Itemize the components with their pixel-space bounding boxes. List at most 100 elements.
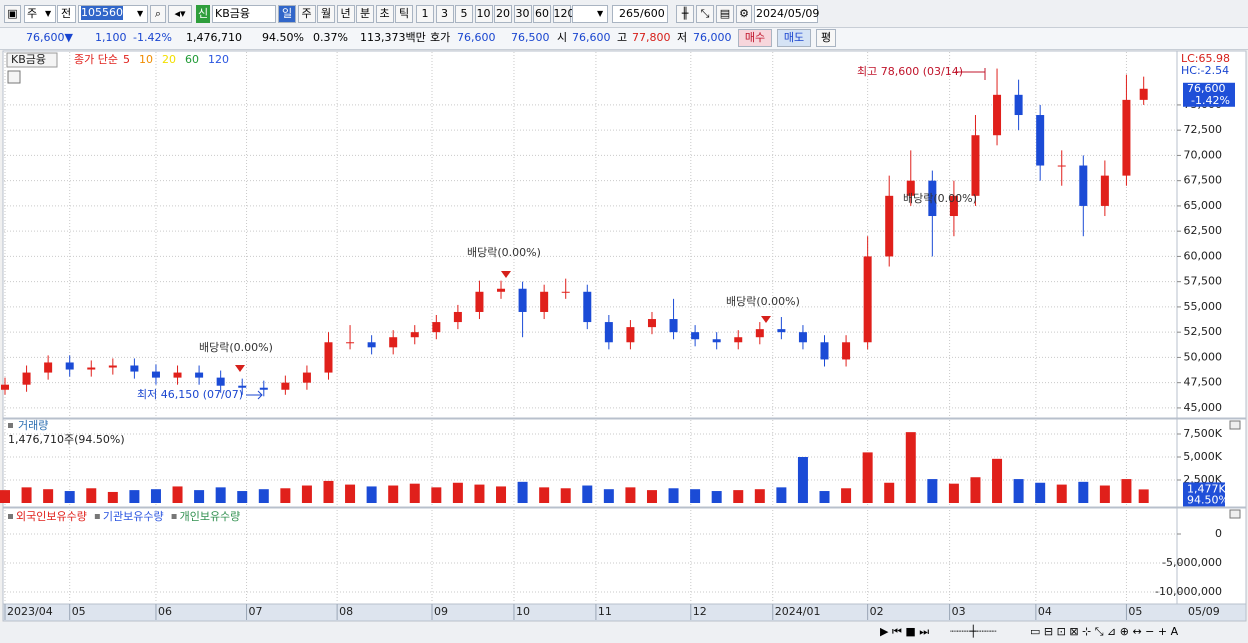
candle-body — [130, 365, 139, 372]
name-input[interactable]: KB금융 — [212, 5, 276, 23]
x-tick-label: 10 — [516, 605, 530, 618]
zoom-slider[interactable]: ┈┈┈┼┈┈┈ — [950, 624, 997, 638]
volume-bar — [107, 491, 118, 503]
candle-body — [281, 382, 290, 390]
period-button[interactable]: 10 — [474, 5, 493, 23]
y-tick-label: 45,000 — [1184, 401, 1223, 414]
x-tick-label: 07 — [249, 605, 263, 618]
volume-bar — [43, 489, 54, 503]
market: 주 — [27, 7, 38, 20]
period-button[interactable]: 3 — [435, 5, 454, 23]
count-box[interactable]: 265/600 — [612, 5, 668, 23]
candle-body — [820, 342, 829, 360]
volume-bar — [1056, 484, 1067, 503]
legend-entry: 10 — [139, 53, 153, 66]
volume-bar — [776, 487, 787, 503]
arrow — [235, 365, 245, 372]
legend-entry: 20 — [162, 53, 176, 66]
sell-button[interactable]: 매도 — [777, 29, 811, 47]
buy-button[interactable]: 매수 — [738, 29, 772, 47]
volume-tag-ratio: 94.50% — [1187, 493, 1229, 506]
open-label: 시 — [557, 31, 568, 44]
volume-bar — [1035, 482, 1046, 503]
eval-button[interactable]: 평 — [816, 29, 836, 47]
view-icons[interactable]: ▭ ⊟ ⊡ ⊠ ⊹ ⤡ ⊿ ⊕ ↔ − + A — [1030, 625, 1179, 638]
x-tick-label: 04 — [1038, 605, 1052, 618]
grid-icon[interactable] — [7, 70, 21, 84]
volume-bar — [625, 487, 636, 503]
sound-icon[interactable]: ◂▾ — [168, 5, 192, 23]
volume-bar — [905, 432, 916, 503]
code-input[interactable]: 105560 ▼ — [78, 5, 148, 23]
legend-marker — [171, 514, 177, 519]
candle-body — [647, 319, 656, 328]
period-button[interactable]: 분 — [356, 5, 374, 23]
period-button[interactable]: 30 — [513, 5, 532, 23]
period-button[interactable]: 틱 — [395, 5, 413, 23]
candle-body — [108, 365, 117, 368]
dropdown: ▼ — [597, 9, 604, 18]
legend-box — [6, 52, 58, 68]
period-button[interactable]: 20 — [494, 5, 512, 23]
volume-bar — [711, 491, 722, 503]
candle-body — [712, 339, 721, 343]
pane-close[interactable] — [1229, 509, 1241, 519]
period-button[interactable]: 60 — [533, 5, 551, 23]
candle-body — [928, 180, 937, 217]
annotation: 최저 46,150 (07/07) — [137, 388, 243, 401]
candle-body — [367, 342, 376, 348]
x-tick-label: 09 — [434, 605, 448, 618]
candle-body — [475, 291, 484, 312]
lc-label: LC:65.98 — [1181, 52, 1230, 65]
candle-body — [863, 256, 872, 343]
code: 105560 — [81, 6, 123, 20]
menu-icon[interactable]: ▣ — [4, 5, 21, 23]
y-tick-label: 7,500K — [1183, 427, 1222, 440]
period-button[interactable]: 5 — [455, 5, 473, 23]
period-button[interactable]: 월 — [317, 5, 335, 23]
y-tick-label: 5,000K — [1183, 450, 1222, 463]
count: 265 — [619, 7, 640, 20]
volume-bar — [129, 490, 140, 503]
x-tick-label: 06 — [158, 605, 172, 618]
legend-entry: 60 — [185, 53, 199, 66]
candle-body — [798, 332, 807, 343]
scope-box[interactable]: 전 — [57, 5, 76, 23]
turnover: 0.37% — [313, 31, 348, 44]
candle-body — [1139, 88, 1148, 100]
settings-icon[interactable]: ⚙ — [736, 5, 752, 23]
save-icon[interactable]: ▤ — [716, 5, 734, 23]
x-end-label: 05/09 — [1188, 605, 1220, 618]
candle-icon[interactable]: ╫ — [676, 5, 694, 23]
candle-body — [410, 332, 419, 338]
x-tick-label: 02 — [870, 605, 884, 618]
nav-icons[interactable]: ▶ ⏮ ■ ⏭ — [880, 625, 929, 638]
candle-body — [885, 195, 894, 257]
high: 77,800 — [632, 31, 671, 44]
market-select[interactable]: 주 ▼ — [24, 5, 56, 23]
candle-body — [777, 329, 786, 333]
candle-body — [906, 180, 915, 196]
period-button[interactable]: 120 — [552, 5, 575, 23]
legend-entry: 5 — [123, 53, 130, 66]
x-tick-label: 08 — [339, 605, 353, 618]
scope: 전 — [61, 7, 72, 20]
candle-body — [432, 322, 441, 333]
period-button[interactable]: 일 — [278, 5, 296, 23]
period-button[interactable]: 1 — [416, 5, 434, 23]
search-icon[interactable]: ⌕ — [150, 5, 166, 23]
annotation: 배당락(0.00%) — [903, 192, 977, 205]
period-button[interactable]: 초 — [375, 5, 394, 23]
candle-body — [65, 362, 74, 370]
date-box[interactable]: 2024/05/09 — [754, 5, 819, 23]
period-button[interactable]: 년 — [336, 5, 355, 23]
annotation: 배당락(0.00%) — [726, 295, 800, 308]
draw-icon[interactable]: ⤡ — [696, 5, 714, 23]
period-button[interactable]: 주 — [297, 5, 316, 23]
y-tick-label: -10,000,000 — [1155, 585, 1222, 598]
legend-prefix: 종가 단순 — [74, 53, 118, 66]
volume-bar — [754, 489, 765, 503]
pane-close[interactable] — [1229, 420, 1241, 430]
legend-entry: 외국인보유수량 — [16, 510, 87, 523]
blank-select[interactable]: ▼ — [572, 5, 608, 23]
